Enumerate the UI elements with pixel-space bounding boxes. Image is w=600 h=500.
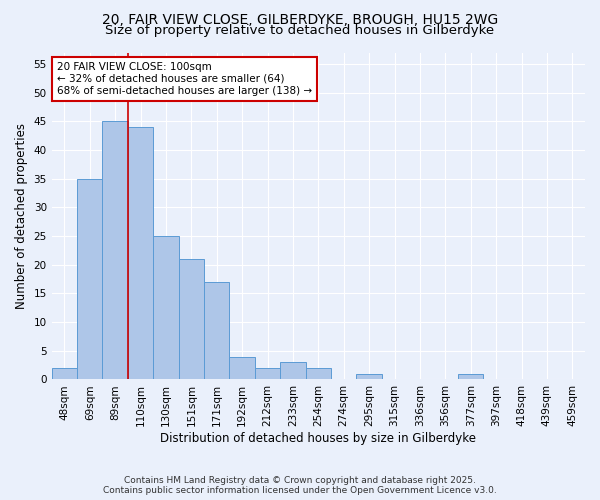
- Text: 20 FAIR VIEW CLOSE: 100sqm
← 32% of detached houses are smaller (64)
68% of semi: 20 FAIR VIEW CLOSE: 100sqm ← 32% of deta…: [57, 62, 312, 96]
- Bar: [77, 178, 103, 380]
- Text: Contains HM Land Registry data © Crown copyright and database right 2025.
Contai: Contains HM Land Registry data © Crown c…: [103, 476, 497, 495]
- Bar: [153, 236, 179, 380]
- X-axis label: Distribution of detached houses by size in Gilberdyke: Distribution of detached houses by size …: [160, 432, 476, 445]
- Bar: [356, 374, 382, 380]
- Bar: [280, 362, 305, 380]
- Text: Size of property relative to detached houses in Gilberdyke: Size of property relative to detached ho…: [106, 24, 494, 37]
- Bar: [255, 368, 280, 380]
- Y-axis label: Number of detached properties: Number of detached properties: [15, 123, 28, 309]
- Bar: [305, 368, 331, 380]
- Bar: [458, 374, 484, 380]
- Bar: [103, 122, 128, 380]
- Bar: [128, 127, 153, 380]
- Bar: [179, 259, 204, 380]
- Bar: [229, 356, 255, 380]
- Bar: [52, 368, 77, 380]
- Text: 20, FAIR VIEW CLOSE, GILBERDYKE, BROUGH, HU15 2WG: 20, FAIR VIEW CLOSE, GILBERDYKE, BROUGH,…: [102, 12, 498, 26]
- Bar: [204, 282, 229, 380]
